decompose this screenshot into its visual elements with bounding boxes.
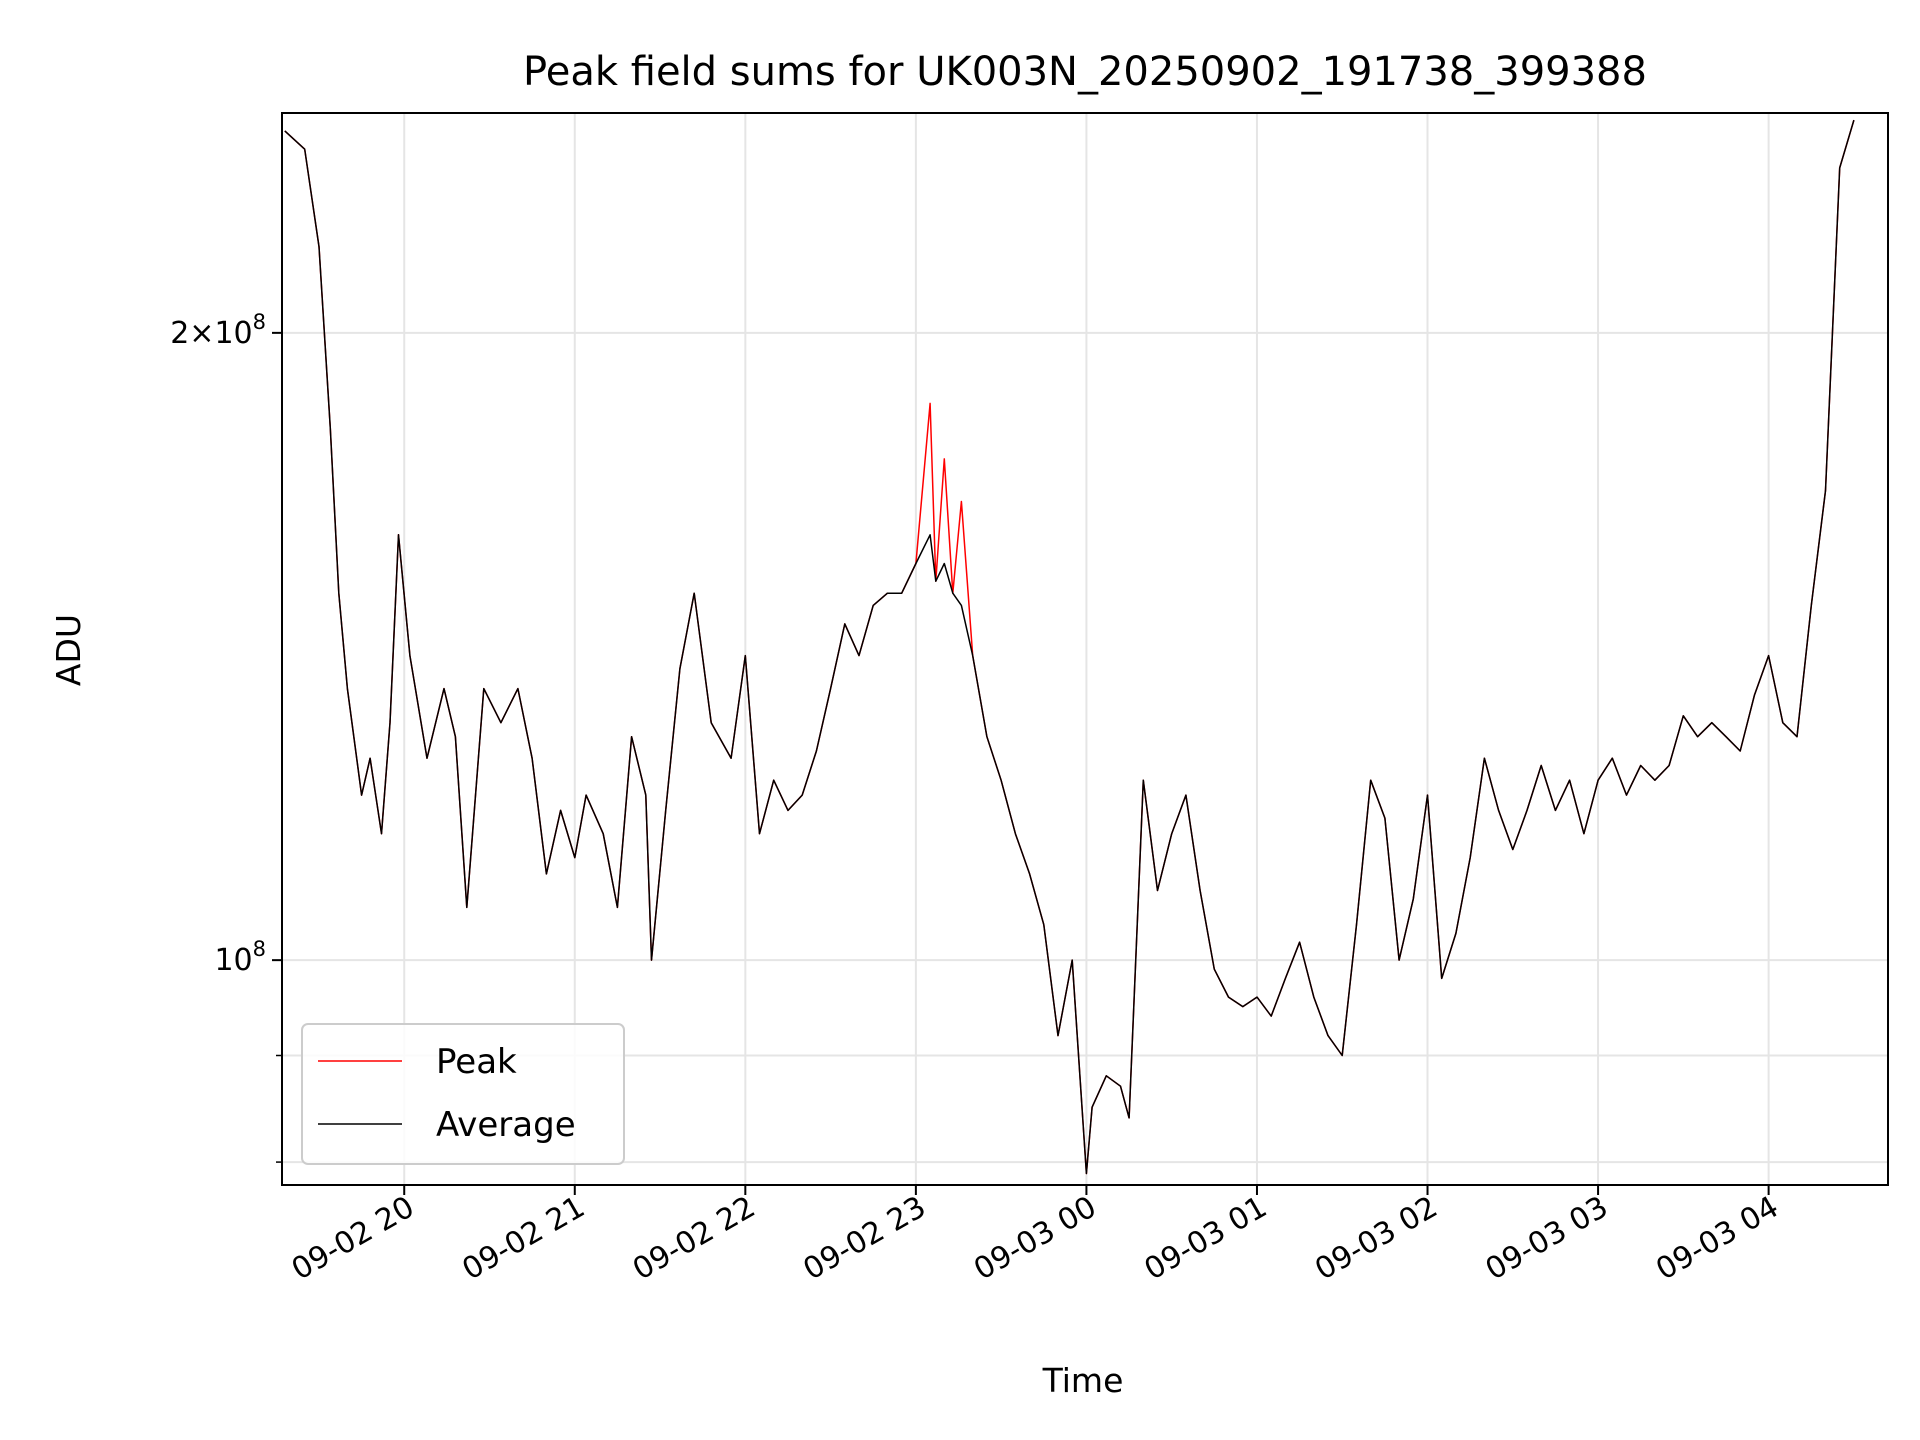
- legend-peak-label: Peak: [436, 1042, 517, 1082]
- y-tick-label: 2×108: [170, 310, 266, 351]
- legend: Peak Average: [301, 1023, 625, 1165]
- y-axis-label: ADU: [49, 614, 88, 686]
- legend-box: [301, 1023, 625, 1165]
- y-tick-label: 108: [214, 937, 266, 978]
- x-axis-label: Time: [1042, 1361, 1124, 1400]
- legend-average-label: Average: [436, 1105, 576, 1145]
- y-axis-ticks: 2×108 108: [170, 310, 282, 1163]
- chart-title: Peak field sums for UK003N_20250902_1917…: [523, 49, 1647, 95]
- series-line-average: [284, 119, 1855, 1175]
- plot-frame: [281, 112, 1889, 1186]
- series-lines: [284, 119, 1855, 1175]
